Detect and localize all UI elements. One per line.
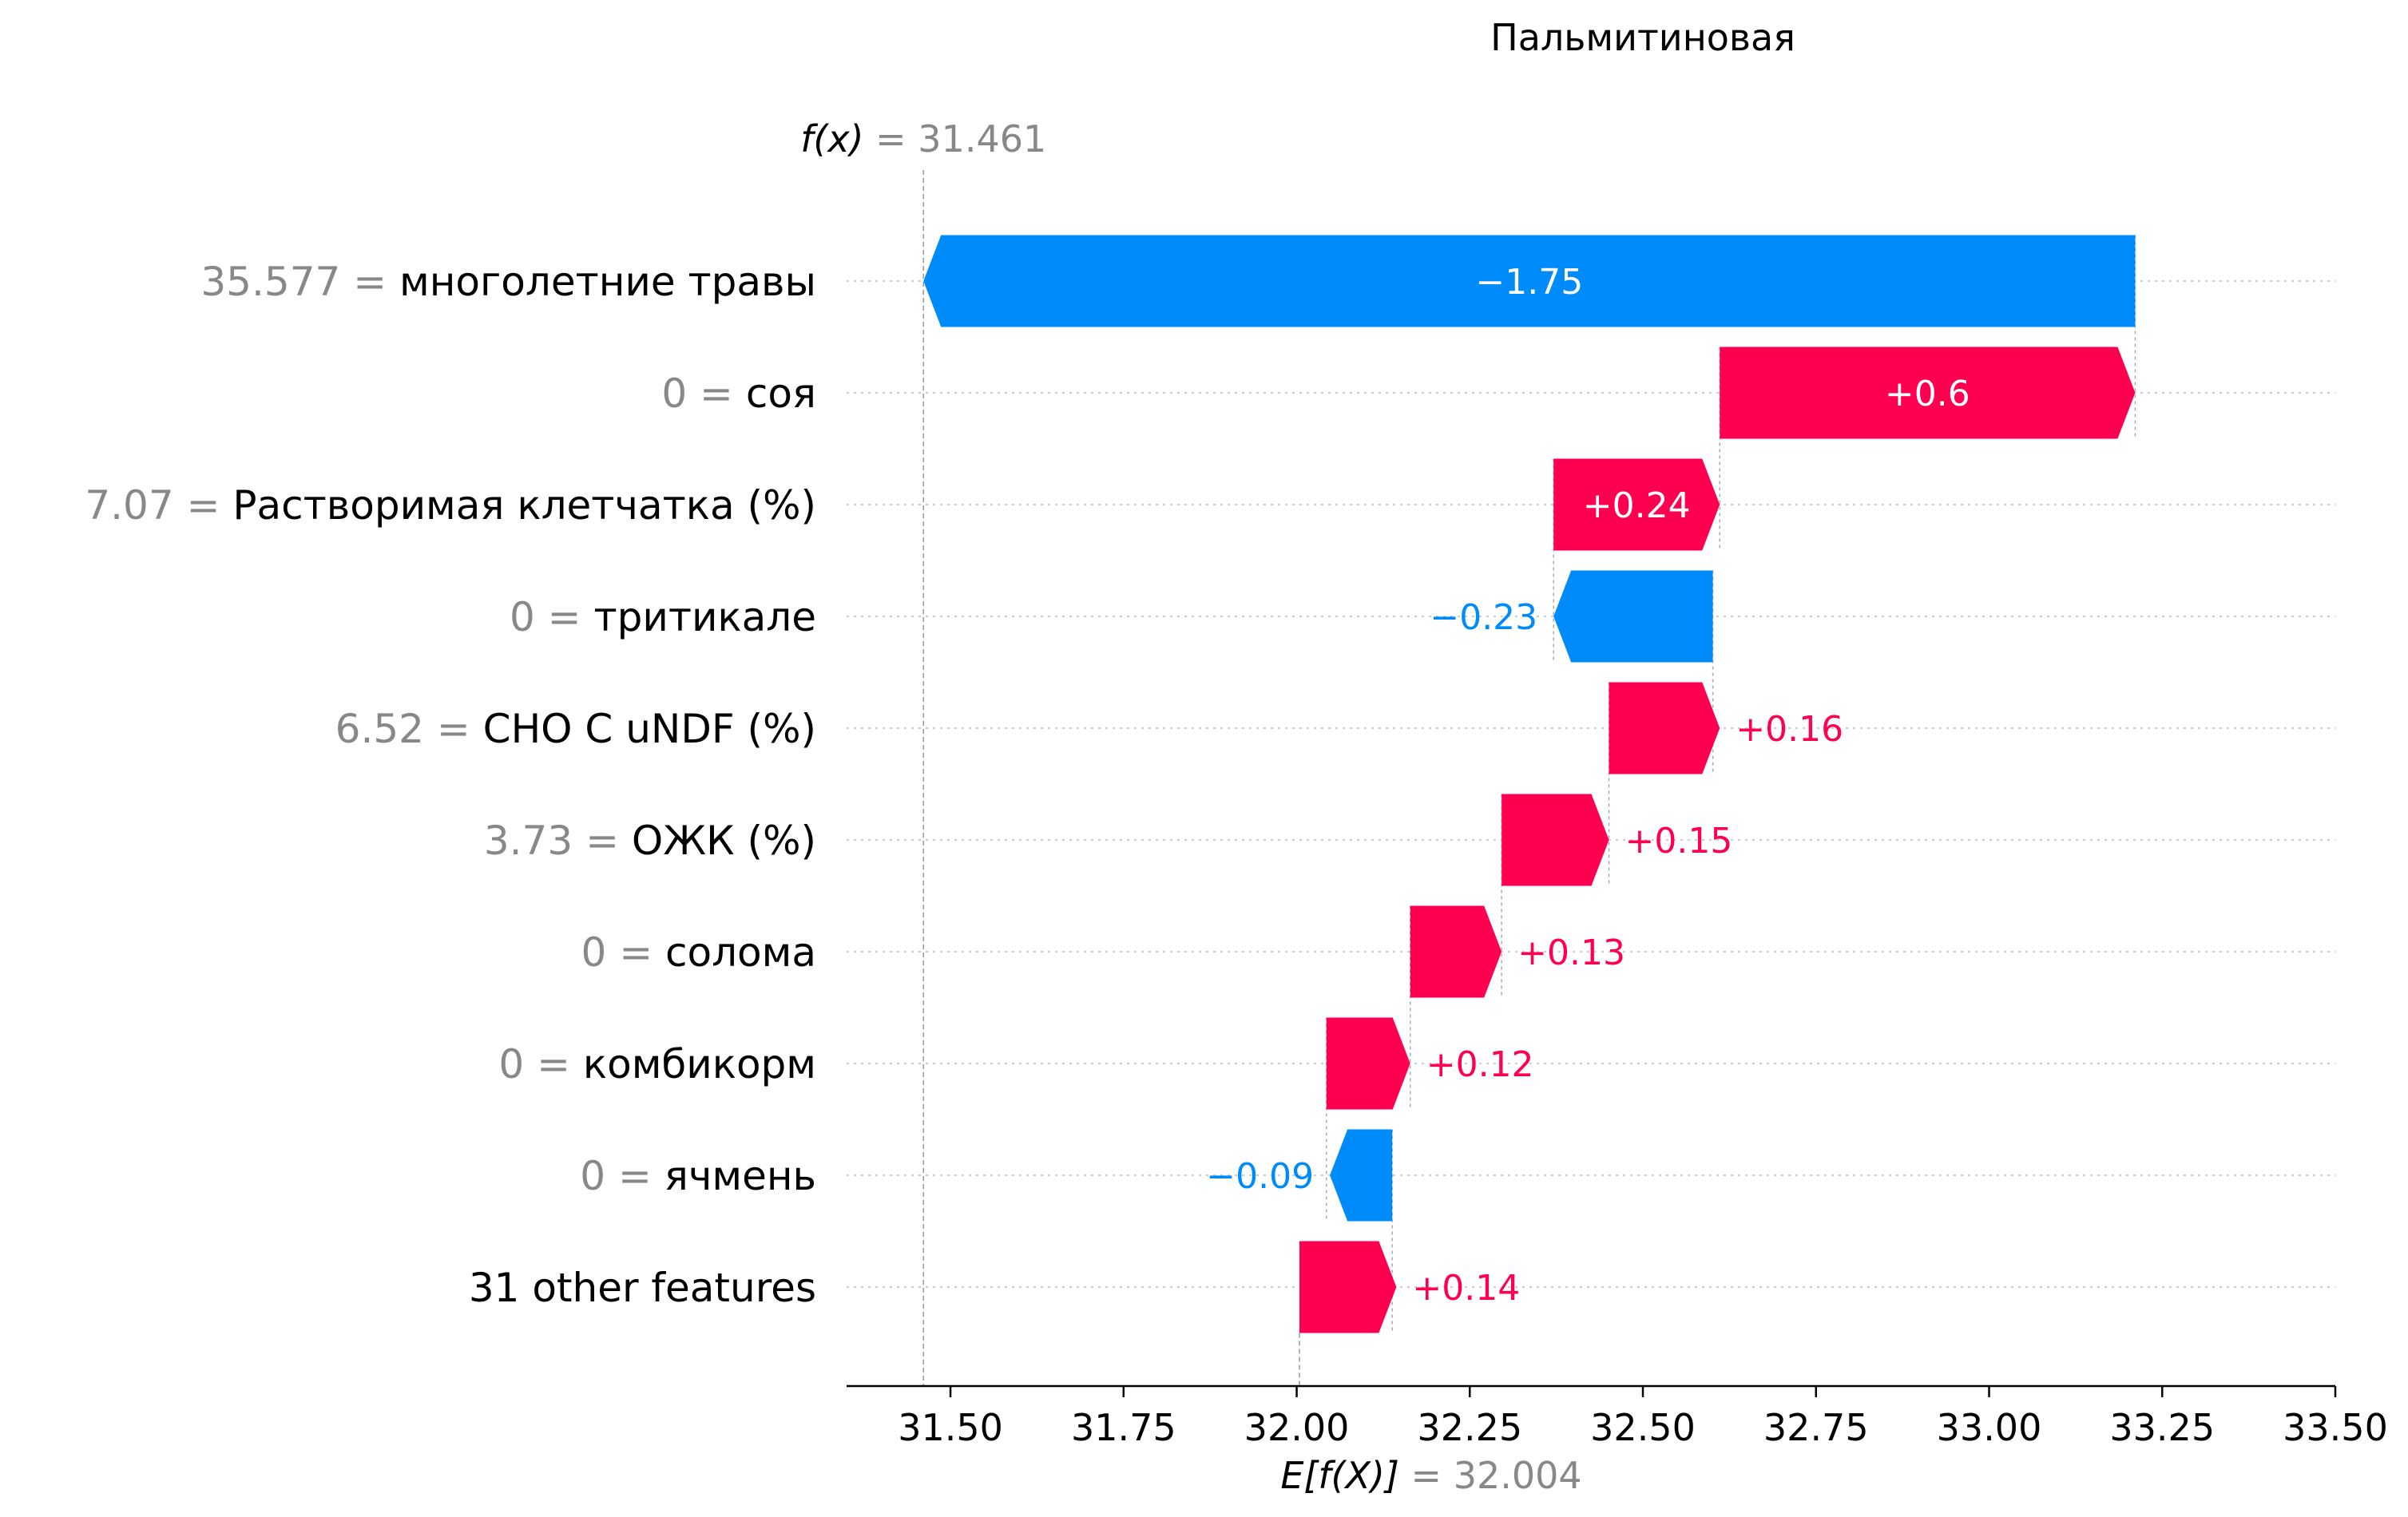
bar-value-label: +0.6 <box>1885 374 1970 414</box>
x-tick-label: 32.50 <box>1590 1406 1696 1449</box>
feature-label: 0 = солома <box>581 929 817 976</box>
bar-value-label: +0.13 <box>1517 933 1625 973</box>
feature-label: 0 = соя <box>661 370 816 417</box>
bar-value-label: +0.16 <box>1736 709 1843 750</box>
x-tick-label: 31.75 <box>1071 1406 1176 1449</box>
x-tick-label: 32.00 <box>1244 1406 1350 1449</box>
positive-bar <box>1720 347 2136 439</box>
bar-value-label: +0.14 <box>1412 1268 1520 1309</box>
feature-label: 31 other features <box>469 1265 816 1311</box>
bar-value-label: −0.09 <box>1206 1156 1314 1197</box>
positive-bar <box>1299 1241 1397 1333</box>
x-tick-label: 33.50 <box>2283 1406 2388 1449</box>
positive-bar <box>1326 1017 1410 1110</box>
chart-title: Пальмитиновая <box>1490 16 1795 59</box>
x-tick-label: 31.50 <box>898 1406 1003 1449</box>
feature-label: 0 = комбикорм <box>498 1041 816 1087</box>
feature-label: 7.07 = Растворимая клетчатка (%) <box>85 482 816 529</box>
efx-annotation: E[f(X)] = 32.004 <box>1280 1454 1581 1497</box>
bar-value-label: +0.15 <box>1625 821 1733 861</box>
bar-value-label: +0.24 <box>1583 485 1691 526</box>
negative-bar <box>923 235 2136 327</box>
x-tick-label: 33.00 <box>1937 1406 2042 1449</box>
feature-label: 35.577 = многолетние травы <box>200 259 816 305</box>
feature-label: 3.73 = ОЖК (%) <box>484 818 816 864</box>
feature-label: 0 = тритикале <box>510 594 816 640</box>
positive-bar <box>1410 905 1502 998</box>
x-tick-label: 32.25 <box>1417 1406 1522 1449</box>
bar-value-label: +0.12 <box>1426 1044 1534 1085</box>
negative-bar <box>1330 1129 1393 1222</box>
positive-bar <box>1609 682 1720 774</box>
x-tick-label: 33.25 <box>2109 1406 2215 1449</box>
x-tick-label: 32.75 <box>1763 1406 1869 1449</box>
positive-bar <box>1553 458 1720 551</box>
bar-value-label: −1.75 <box>1475 262 1583 303</box>
negative-bar <box>1553 570 1713 663</box>
feature-label: 6.52 = CHO C uNDF (%) <box>335 706 816 752</box>
bar-value-label: −0.23 <box>1430 597 1537 638</box>
feature-label: 0 = ячмень <box>580 1153 816 1199</box>
positive-bar <box>1502 794 1609 886</box>
fx-annotation: f(x) = 31.461 <box>800 117 1046 160</box>
